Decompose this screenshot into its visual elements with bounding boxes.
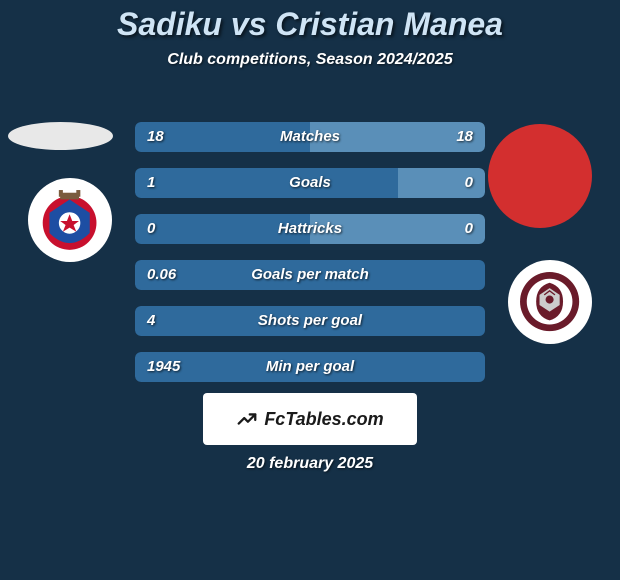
brand-text: FcTables.com — [264, 409, 383, 430]
stat-row: 4Shots per goal — [135, 306, 485, 336]
player-right-avatar — [488, 124, 592, 228]
stat-label: Min per goal — [135, 352, 485, 382]
stat-row: 0.06Goals per match — [135, 260, 485, 290]
stat-value-right: 0 — [465, 214, 473, 244]
club-right-badge — [508, 260, 592, 344]
stat-label: Goals — [135, 168, 485, 198]
stat-row: 1Goals0 — [135, 168, 485, 198]
stat-value-right: 18 — [456, 122, 473, 152]
brand-box: FcTables.com — [203, 393, 417, 445]
player-left-avatar — [8, 122, 113, 150]
page-subtitle: Club competitions, Season 2024/2025 — [0, 51, 620, 69]
stat-row: 0Hattricks0 — [135, 214, 485, 244]
date-label: 20 february 2025 — [0, 455, 620, 473]
stat-label: Shots per goal — [135, 306, 485, 336]
fctables-logo-icon — [236, 408, 258, 430]
stats-container: 18Matches181Goals00Hattricks00.06Goals p… — [135, 122, 485, 398]
stat-label: Matches — [135, 122, 485, 152]
stat-row: 18Matches18 — [135, 122, 485, 152]
rapid-badge-icon — [516, 268, 583, 335]
stat-label: Goals per match — [135, 260, 485, 290]
stat-value-right: 0 — [465, 168, 473, 198]
club-left-badge — [28, 178, 112, 262]
page-title: Sadiku vs Cristian Manea — [0, 0, 620, 43]
stat-row: 1945Min per goal — [135, 352, 485, 382]
botosani-badge-icon — [36, 186, 103, 253]
stat-label: Hattricks — [135, 214, 485, 244]
